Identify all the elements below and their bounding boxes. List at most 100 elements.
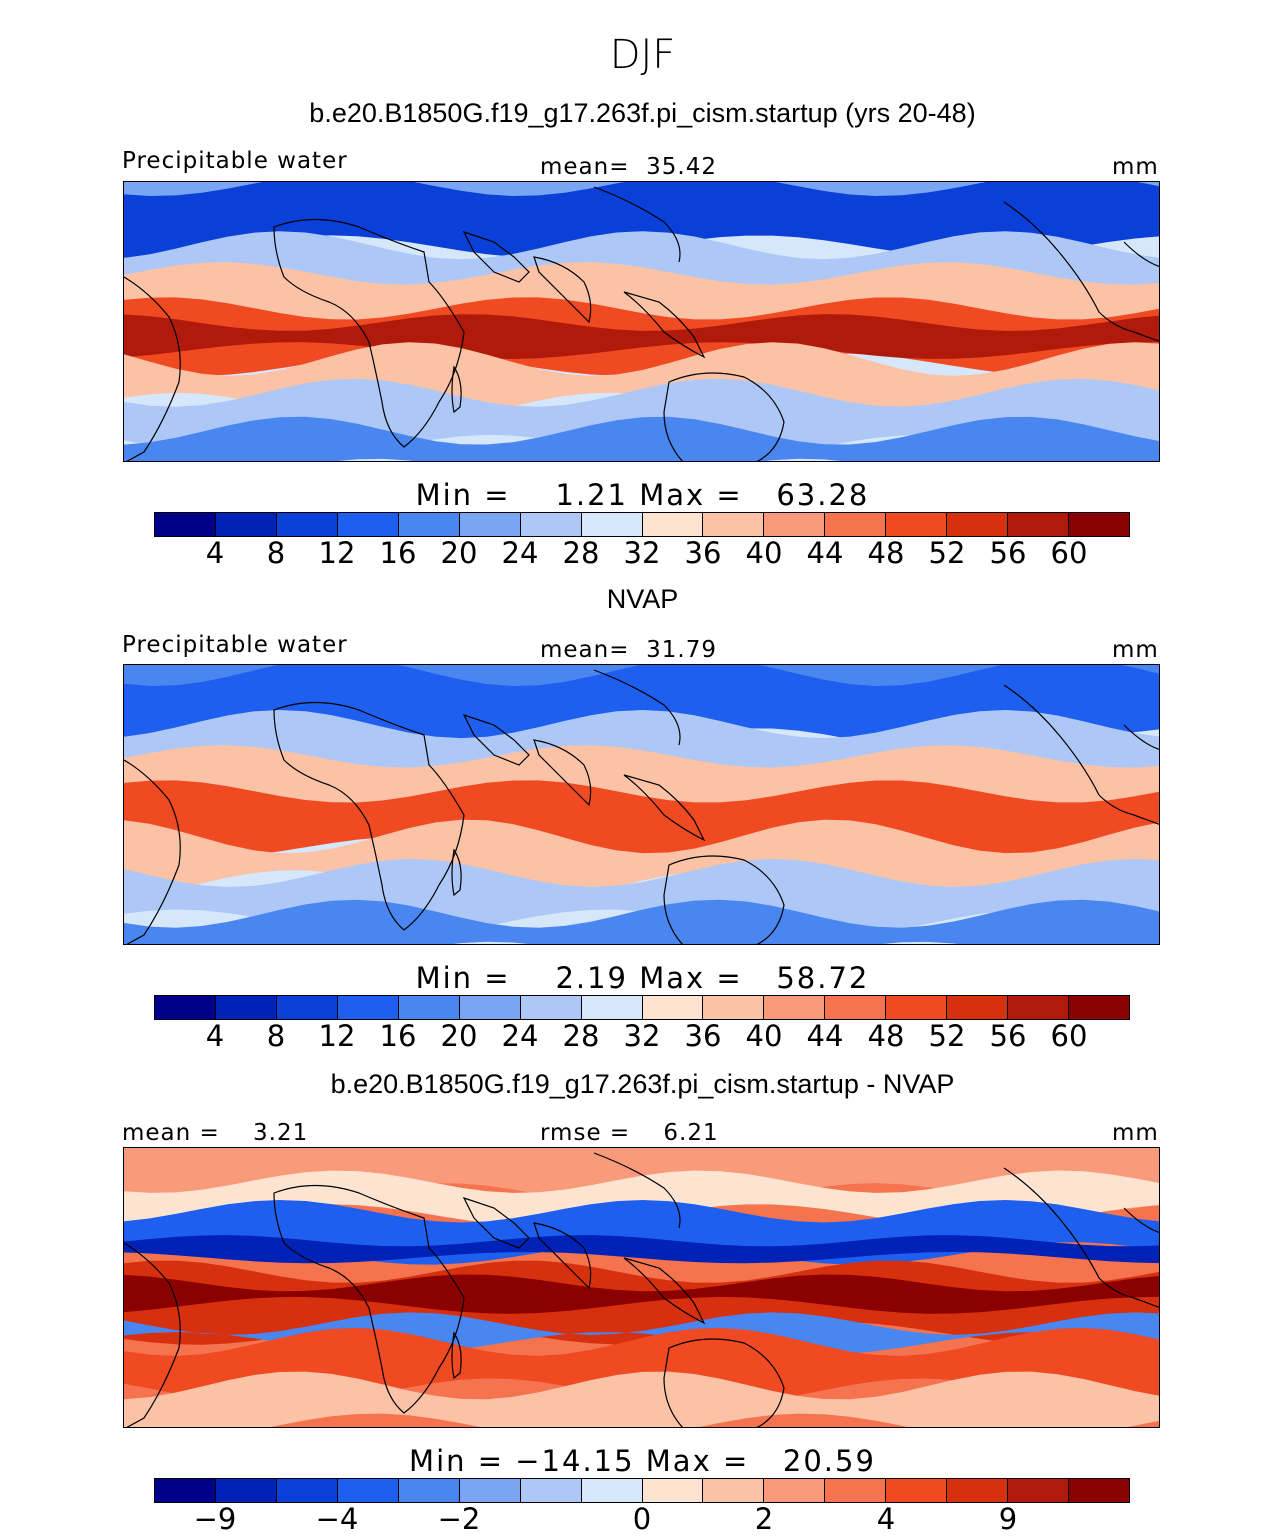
colorbar-box [764,1479,826,1502]
panel-2-map [123,664,1160,945]
colorbar-box [581,1479,643,1502]
field-contour-band [124,1371,1159,1427]
coastline [462,1196,530,1249]
field-contour-band [124,182,1159,258]
colorbar-box [276,1479,338,1502]
coastline [1123,241,1159,267]
colorbar-box [1008,513,1070,536]
colorbar-tick-label: 28 [562,536,600,570]
coastline [451,1331,462,1380]
colorbar-box [825,996,887,1019]
colorbar-tick-label: 32 [623,536,661,570]
panel-3-mean-label: mean = 3.21 [122,1120,309,1146]
colorbar-tick-label: 60 [1050,1019,1088,1053]
colorbar-tick-label: 48 [867,1019,905,1053]
coastline [1003,684,1159,825]
colorbar-box [337,1479,399,1502]
coastline [1123,724,1159,750]
colorbar-tick-label: 36 [684,1019,722,1053]
colorbar-tick-label: 4 [205,1019,225,1053]
colorbar-box [398,996,460,1019]
panel-2-field-label: Precipitable water [122,632,348,658]
colorbar-tick-label: 24 [501,1019,539,1053]
colorbar-tick-label: 16 [379,1019,417,1053]
coastline [124,759,181,944]
panel-3-colorbar [154,1478,1130,1503]
coastline [623,1257,706,1325]
page-title: DJF [609,32,676,78]
colorbar-tick-label: 40 [745,536,783,570]
colorbar-box [1008,996,1070,1019]
panel-3-title: b.e20.B1850G.f19_g17.263f.pi_cism.startu… [330,1069,955,1099]
panel-3-contour-field [124,1148,1159,1427]
colorbar-box [825,513,887,536]
colorbar-tick-label: 16 [379,536,417,570]
colorbar-box [947,513,1009,536]
coastline [593,1152,681,1229]
panel-2-units-label: mm [1112,637,1159,663]
panel-2-minmax: Min = 2.19 Max = 58.72 [415,961,870,995]
colorbar-box [398,1479,460,1502]
colorbar-tick-label: 0 [632,1502,652,1536]
colorbar-box [581,513,643,536]
colorbar-tick-label: 52 [928,1019,966,1053]
colorbar-tick-label: 9 [998,1502,1018,1536]
colorbar-tick-label: 12 [318,1019,356,1053]
coastline [124,1242,181,1427]
colorbar-box [276,513,338,536]
colorbar-box [642,1479,704,1502]
panel-1-colorbar [154,512,1130,537]
coastline [593,186,681,263]
colorbar-box [947,996,1009,1019]
colorbar-box [459,513,521,536]
colorbar-box [398,513,460,536]
colorbar-tick-label: 12 [318,536,356,570]
colorbar-tick-label: 2 [754,1502,774,1536]
colorbar-box [1069,513,1129,536]
panel-1-units-label: mm [1112,154,1159,180]
colorbar-box [1069,996,1129,1019]
panel-2-title: NVAP [606,584,679,614]
coastline [593,669,681,746]
colorbar-box [886,1479,948,1502]
colorbar-tick-label: 52 [928,536,966,570]
colorbar-box [215,513,277,536]
panel-1-coastlines [124,186,1159,461]
panel-3-coastlines [124,1152,1159,1427]
colorbar-box [703,513,765,536]
panel-2-mean-label: mean= 31.79 [540,637,717,663]
coastline [451,848,462,897]
colorbar-tick-label: 8 [266,536,286,570]
colorbar-tick-label: 20 [440,1019,478,1053]
panel-3-map [123,1147,1160,1428]
colorbar-box [459,996,521,1019]
colorbar-tick-label: 4 [205,536,225,570]
colorbar-tick-label: −2 [437,1502,481,1536]
field-contour-band [124,899,1159,944]
coastline [623,774,706,842]
colorbar-tick-label: 48 [867,536,905,570]
coastline [451,365,462,414]
colorbar-box [886,513,948,536]
colorbar-box [215,996,277,1019]
colorbar-box [642,513,704,536]
coastline [533,1222,592,1290]
colorbar-box [337,996,399,1019]
field-contour-band [124,1235,1159,1264]
coastline [663,1338,785,1427]
panel-1-field-label: Precipitable water [122,148,348,174]
colorbar-box [581,996,643,1019]
colorbar-box [215,1479,277,1502]
coastline [533,739,592,807]
panel-3-units-label: mm [1112,1120,1159,1146]
colorbar-tick-label: 40 [745,1019,783,1053]
colorbar-box [155,513,216,536]
colorbar-tick-label: 8 [266,1019,286,1053]
colorbar-tick-label: 24 [501,536,539,570]
coastline [462,230,530,283]
colorbar-box [337,513,399,536]
colorbar-tick-label: −9 [193,1502,237,1536]
coastline [533,256,592,324]
colorbar-tick-label: 4 [876,1502,896,1536]
colorbar-tick-label: 32 [623,1019,661,1053]
